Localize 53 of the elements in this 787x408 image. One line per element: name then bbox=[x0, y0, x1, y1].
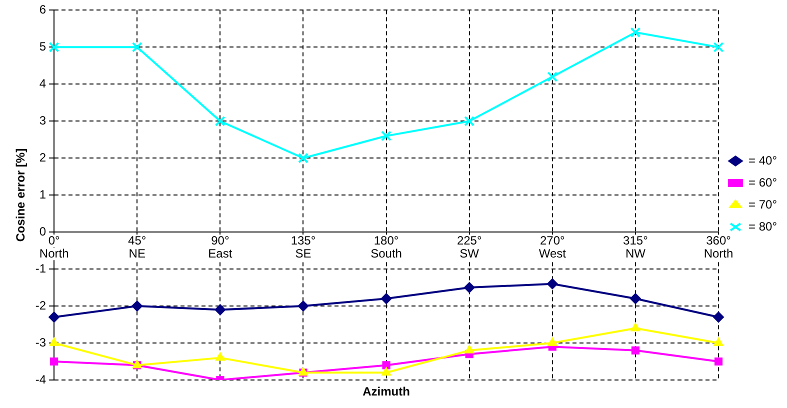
point bbox=[631, 346, 640, 354]
point bbox=[49, 338, 59, 346]
point bbox=[464, 344, 474, 354]
y-tick-label: -2 bbox=[35, 298, 46, 312]
point bbox=[464, 116, 475, 126]
y-tick-label: 4 bbox=[39, 76, 46, 90]
y-tick-label: -4 bbox=[35, 372, 46, 386]
point bbox=[48, 312, 60, 323]
point bbox=[630, 293, 641, 304]
point bbox=[713, 312, 724, 323]
point bbox=[298, 152, 308, 164]
y-axis-title: Cosine error [%] bbox=[14, 148, 28, 242]
point bbox=[713, 42, 724, 52]
legend-label: = 80° bbox=[748, 219, 778, 234]
point bbox=[714, 357, 723, 366]
point bbox=[48, 42, 60, 52]
x-tick-label: 45° NE bbox=[128, 233, 146, 260]
point bbox=[547, 72, 558, 82]
point bbox=[380, 293, 392, 304]
point bbox=[50, 357, 58, 366]
point bbox=[548, 338, 558, 346]
x-tick-label: 270° West bbox=[538, 233, 567, 260]
y-tick-label: 5 bbox=[39, 39, 46, 54]
point bbox=[464, 282, 475, 294]
point bbox=[215, 352, 226, 361]
point bbox=[214, 116, 226, 126]
x-tick-label: 135° SE bbox=[290, 233, 316, 260]
x-tick-label: 315° NW bbox=[623, 233, 648, 260]
y-tick-label: 3 bbox=[39, 113, 46, 128]
y-tick-label: -3 bbox=[35, 335, 46, 350]
point bbox=[132, 300, 143, 312]
point bbox=[214, 304, 226, 316]
y-tick-label: 1 bbox=[39, 187, 46, 202]
x-tick-label: 225° SW bbox=[456, 233, 482, 260]
legend-label: = 60° bbox=[748, 175, 778, 190]
x-tick-label: 90° East bbox=[208, 233, 233, 260]
legend-label: = 70° bbox=[748, 197, 778, 212]
point bbox=[381, 130, 392, 142]
point bbox=[546, 278, 558, 290]
point bbox=[298, 300, 309, 312]
y-tick-label: 2 bbox=[39, 150, 46, 164]
point bbox=[714, 338, 724, 346]
x-axis-title: Azimuth bbox=[362, 384, 410, 398]
point bbox=[381, 367, 392, 376]
legend-label: = 40° bbox=[748, 153, 778, 168]
point bbox=[382, 361, 390, 370]
y-tick-label: -1 bbox=[35, 261, 46, 276]
x-tick-label: 360° North bbox=[704, 233, 734, 260]
point bbox=[132, 42, 142, 52]
y-tick-label: 6 bbox=[39, 2, 46, 17]
point bbox=[630, 27, 641, 38]
point bbox=[630, 322, 640, 332]
x-tick-label: 180° South bbox=[370, 233, 402, 260]
